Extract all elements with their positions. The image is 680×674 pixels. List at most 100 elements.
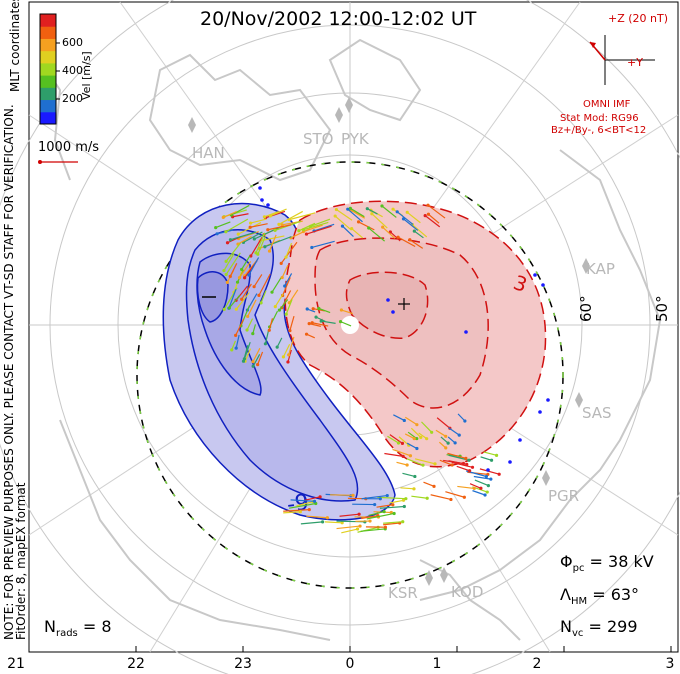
velocity-vector — [334, 215, 352, 231]
velocity-vector — [410, 427, 422, 438]
velocity-vector — [396, 461, 408, 466]
velocity-vector — [383, 522, 400, 526]
velocity-vector-origin — [279, 261, 283, 265]
velocity-vector — [371, 213, 388, 229]
site-kod: KOD — [451, 583, 484, 601]
velocity-vector-origin — [401, 217, 406, 221]
velocity-vector — [313, 223, 335, 232]
velocity-vector — [285, 242, 293, 258]
velocity-vector-origin — [483, 493, 487, 497]
velocity-vector — [285, 299, 293, 315]
velocity-vector-origin — [235, 280, 240, 284]
velocity-vector — [282, 343, 291, 358]
velocity-vector-origin — [257, 293, 261, 297]
velocity-vector — [457, 485, 475, 490]
velocity-vector-origin — [465, 462, 469, 466]
velocity-vector — [439, 459, 453, 466]
velocity-vector-origin — [215, 232, 219, 236]
velocity-vector-origin — [307, 508, 311, 512]
velocity-vector-origin — [304, 332, 309, 336]
positive-contour-core — [345, 271, 429, 339]
velocity-vector — [403, 218, 419, 231]
velocity-vector-origin — [256, 363, 260, 367]
low-velocity-point — [258, 186, 262, 190]
velocity-vector-origin — [240, 297, 244, 301]
velocity-vector-origin — [304, 232, 309, 236]
velocity-vector-origin — [412, 229, 416, 233]
velocity-vector — [283, 509, 310, 512]
phi-value: = 38 kV — [584, 552, 654, 571]
nvc-value: = 299 — [583, 617, 638, 636]
velocity-vector-origin — [444, 446, 448, 450]
velocity-vector-origin — [497, 472, 501, 476]
phi-symbol: Φ — [560, 552, 573, 571]
velocity-vector — [421, 421, 433, 433]
velocity-vector — [258, 273, 271, 296]
velocity-vector — [381, 205, 397, 218]
velocity-vector — [367, 208, 378, 215]
velocity-vector — [412, 224, 428, 238]
velocity-vector — [389, 434, 403, 444]
velocity-vector-origin — [367, 226, 371, 230]
velocity-vector — [409, 239, 424, 249]
velocity-vector-origin — [419, 435, 423, 439]
velocity-vector-origin — [373, 502, 377, 507]
velocity-vector-origin — [385, 493, 389, 498]
velocity-vector-origin — [432, 484, 436, 488]
velocity-vector-origin — [391, 503, 395, 507]
radar-count: Nrads = 8 — [44, 617, 112, 639]
velocity-vector — [311, 240, 335, 249]
velocity-vector-origin — [301, 227, 306, 232]
velocity-vector-origin — [489, 477, 493, 481]
velocity-vector-origin — [246, 314, 250, 319]
velocity-vector — [288, 336, 295, 356]
velocity-vector-origin — [402, 504, 406, 509]
velocity-vector — [250, 223, 268, 228]
velocity-vector — [389, 231, 401, 242]
velocity-vector — [376, 504, 393, 508]
velocity-vector-origin — [340, 521, 344, 525]
velocity-vector-origin — [262, 215, 267, 219]
velocity-vector-origin — [485, 490, 489, 494]
velocity-vector — [384, 452, 404, 457]
low-velocity-point — [260, 198, 264, 202]
velocity-vector — [406, 211, 421, 224]
velocity-vector-origin — [472, 486, 476, 491]
mlt-0: 0 — [345, 656, 355, 672]
velocity-vector-origin — [479, 486, 483, 490]
velocity-vector-origin — [224, 259, 228, 263]
velocity-vector-origin — [249, 254, 253, 258]
velocity-vector-origin — [383, 525, 388, 529]
velocity-vector — [318, 307, 331, 314]
colorbar-segment — [40, 87, 56, 101]
velocity-vector-origin — [284, 312, 288, 316]
velocity-vector-origin — [283, 284, 287, 288]
velocity-vector — [298, 222, 316, 232]
velocity-vector — [368, 227, 385, 242]
velocity-vector — [270, 208, 287, 217]
velocity-vector — [283, 511, 301, 514]
velocity-vector — [289, 212, 316, 221]
velocity-vector-origin — [402, 418, 406, 423]
colorbar-segment — [40, 26, 56, 39]
velocity-vector — [472, 490, 486, 496]
velocity-vector — [274, 293, 284, 307]
velocity-vector — [255, 232, 266, 254]
velocity-vector-origin — [280, 223, 284, 227]
velocity-colorbar — [40, 14, 56, 125]
velocity-vector — [225, 242, 241, 262]
velocity-vector-origin — [234, 307, 238, 311]
velocity-vector-origin — [462, 495, 466, 499]
velocity-vector-origin — [310, 321, 314, 325]
velocity-vector-origin — [251, 332, 255, 336]
velocity-vector-origin — [396, 235, 400, 239]
velocity-vector-origin — [248, 221, 253, 225]
velocity-vector-origin — [256, 252, 260, 256]
velocity-vector-origin — [263, 245, 267, 249]
velocity-vector-origin — [267, 328, 271, 332]
nrads-symbol: N — [44, 617, 56, 636]
contour-label-negative: -9 — [285, 490, 310, 518]
velocity-vector — [243, 342, 251, 360]
velocity-vector — [448, 460, 467, 465]
velocity-vector — [239, 261, 252, 278]
